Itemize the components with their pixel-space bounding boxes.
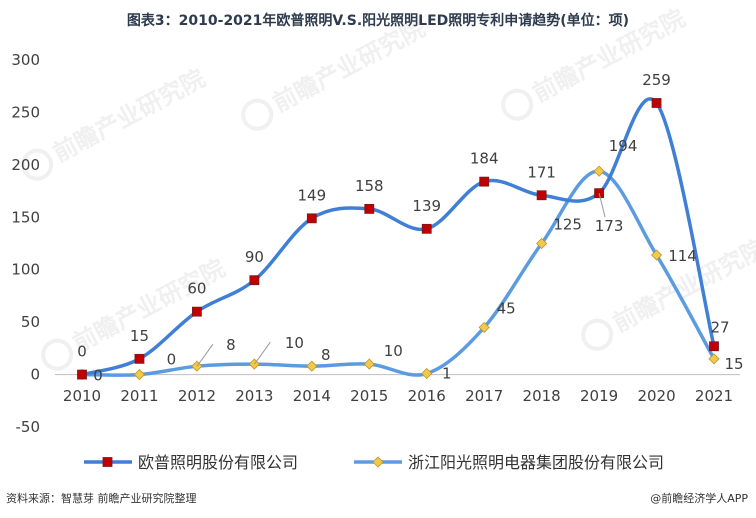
data-label: 27 bbox=[710, 318, 729, 336]
data-label: 139 bbox=[412, 197, 441, 215]
y-tick-label: -50 bbox=[16, 418, 41, 436]
series-2-marker bbox=[306, 360, 318, 372]
series-1-marker bbox=[134, 353, 145, 364]
series-1-marker bbox=[479, 176, 490, 187]
legend-label-2: 浙江阳光照明电器集团股份有限公司 bbox=[408, 453, 664, 472]
legend-label-1: 欧普照明股份有限公司 bbox=[138, 453, 298, 472]
series-2-marker bbox=[650, 249, 663, 261]
leader-line bbox=[196, 343, 214, 367]
data-label: 149 bbox=[297, 186, 326, 204]
watermark-text: 前瞻产业研究院 bbox=[48, 64, 209, 168]
y-tick-label: 100 bbox=[11, 261, 40, 279]
y-tick-label: 300 bbox=[11, 51, 40, 69]
watermark-logo-icon bbox=[501, 88, 534, 121]
watermark: 前瞻产业研究院 bbox=[21, 64, 210, 181]
data-label: 45 bbox=[497, 299, 516, 317]
watermark-logo-icon bbox=[241, 98, 274, 131]
y-tick-label: 50 bbox=[21, 313, 40, 331]
watermark-logo-icon bbox=[41, 338, 74, 371]
chart-title: 图表3：2010-2021年欧普照明V.S.阳光照明LED照明专利申请趋势(单位… bbox=[126, 13, 630, 29]
data-label: 1 bbox=[442, 365, 452, 383]
data-label: 10 bbox=[384, 342, 403, 360]
series-2-marker bbox=[536, 237, 548, 250]
series-2-marker bbox=[478, 321, 490, 333]
data-label: 125 bbox=[553, 216, 582, 234]
data-label: 184 bbox=[470, 150, 499, 168]
series-1-marker bbox=[536, 190, 547, 201]
data-label: 10 bbox=[285, 334, 304, 352]
watermark: 前瞻产业研究院 bbox=[241, 14, 430, 131]
x-tick-label: 2019 bbox=[580, 387, 618, 405]
x-tick-label: 2012 bbox=[178, 387, 216, 405]
series-1-marker bbox=[306, 213, 317, 224]
series-2-marker bbox=[363, 358, 375, 370]
data-label: 0 bbox=[167, 351, 177, 369]
watermark-text: 前瞻产业研究院 bbox=[528, 4, 689, 108]
data-label: 60 bbox=[187, 280, 206, 298]
series-1-marker bbox=[249, 275, 260, 286]
legend: 欧普照明股份有限公司 浙江阳光照明电器集团股份有限公司 bbox=[84, 453, 664, 472]
watermark-logo-icon bbox=[21, 148, 54, 181]
x-tick-label: 2018 bbox=[523, 387, 561, 405]
leader-line bbox=[253, 341, 271, 365]
data-label: 8 bbox=[321, 346, 331, 364]
x-tick-label: 2020 bbox=[637, 387, 675, 405]
y-tick-label: 250 bbox=[11, 103, 40, 121]
data-label: 171 bbox=[527, 163, 556, 181]
series-1-marker bbox=[77, 369, 87, 380]
series-2-marker bbox=[708, 353, 720, 365]
data-label: 0 bbox=[93, 367, 103, 385]
data-label: 0 bbox=[77, 343, 87, 361]
series-1-marker bbox=[651, 98, 662, 108]
series-2-marker bbox=[421, 367, 433, 380]
data-label: 114 bbox=[668, 247, 697, 265]
data-label: 15 bbox=[130, 327, 149, 345]
series-2-marker bbox=[191, 360, 203, 372]
y-tick-label: 150 bbox=[11, 208, 40, 226]
series-1-marker bbox=[421, 223, 432, 234]
x-tick-label: 2021 bbox=[695, 387, 733, 405]
x-tick-label: 2015 bbox=[350, 387, 388, 405]
data-label: 158 bbox=[355, 177, 384, 195]
x-tick-label: 2011 bbox=[120, 387, 158, 405]
data-label: 173 bbox=[595, 217, 624, 235]
data-label: 259 bbox=[642, 71, 671, 89]
watermark-logo-icon bbox=[581, 318, 614, 351]
legend-marker-2 bbox=[372, 456, 384, 468]
data-label: 194 bbox=[609, 137, 638, 155]
legend-marker-1 bbox=[102, 457, 113, 467]
series-1-marker bbox=[192, 306, 202, 317]
source-note: 资料来源：智慧芽 前瞻产业研究院整理 bbox=[6, 492, 197, 505]
series-1-marker bbox=[364, 203, 375, 214]
y-tick-label: 200 bbox=[11, 156, 40, 174]
x-tick-label: 2016 bbox=[408, 387, 446, 405]
series-2-marker bbox=[133, 369, 146, 381]
x-tick-label: 2013 bbox=[235, 387, 273, 405]
x-tick-label: 2017 bbox=[465, 387, 503, 405]
leader-line bbox=[598, 193, 606, 218]
data-label: 8 bbox=[226, 336, 236, 354]
data-label: 90 bbox=[245, 248, 264, 266]
series-1-marker bbox=[709, 341, 719, 352]
credit-note: @前瞻经济学人APP bbox=[650, 492, 748, 505]
data-label: 15 bbox=[724, 355, 743, 373]
x-tick-label: 2010 bbox=[63, 387, 101, 405]
x-tick-label: 2014 bbox=[293, 387, 331, 405]
y-tick-label: 0 bbox=[30, 366, 40, 384]
series-2-marker bbox=[593, 165, 605, 177]
watermark-text: 前瞻产业研究院 bbox=[268, 14, 429, 118]
